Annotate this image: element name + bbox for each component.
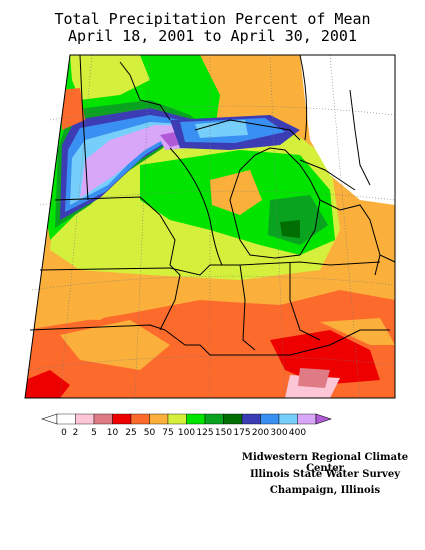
legend-swatch [241,413,261,425]
legend-swatch [260,413,280,425]
legend-over-arrow [315,413,332,425]
legend-tick-label: 25 [125,428,136,438]
legend-swatch [278,413,298,425]
legend-tick-label: 75 [162,428,173,438]
legend-under-arrow [41,413,58,425]
legend-tick-label: 100 [178,428,195,438]
credit-line-location: Champaign, Illinois [269,485,381,496]
legend-tick-label: 300 [270,428,287,438]
legend-swatch [56,413,76,425]
legend-tick-label: 175 [233,428,250,438]
credit-line-isws: Illinois State Water Survey [249,469,401,480]
legend-tick-label: 2 [73,428,79,438]
legend-tick-label: 400 [289,428,306,438]
legend-tick-label: 200 [252,428,269,438]
legend-swatch [297,413,317,425]
state-boundaries [24,54,396,399]
credit-line-mrcc: Midwestern Regional Climate Center [241,452,409,474]
map-title: Total Precipitation Percent of Mean [54,10,371,28]
legend-swatch [75,413,95,425]
map-subtitle-dates: April 18, 2001 to April 30, 2001 [68,27,357,45]
legend-swatch [223,413,243,425]
legend-tick-label: 0 [61,428,67,438]
legend-swatch [93,413,113,425]
legend-tick-label: 10 [107,428,119,438]
legend-swatch [112,413,132,425]
legend-tick-label: 150 [215,428,232,438]
legend-swatch [149,413,169,425]
legend-tick-label: 50 [144,428,156,438]
legend-swatch [204,413,224,425]
legend-tick-label: 5 [91,428,97,438]
legend-tick-label: 125 [196,428,213,438]
legend-swatch [186,413,206,425]
legend-swatch [130,413,150,425]
legend-swatch [167,413,187,425]
